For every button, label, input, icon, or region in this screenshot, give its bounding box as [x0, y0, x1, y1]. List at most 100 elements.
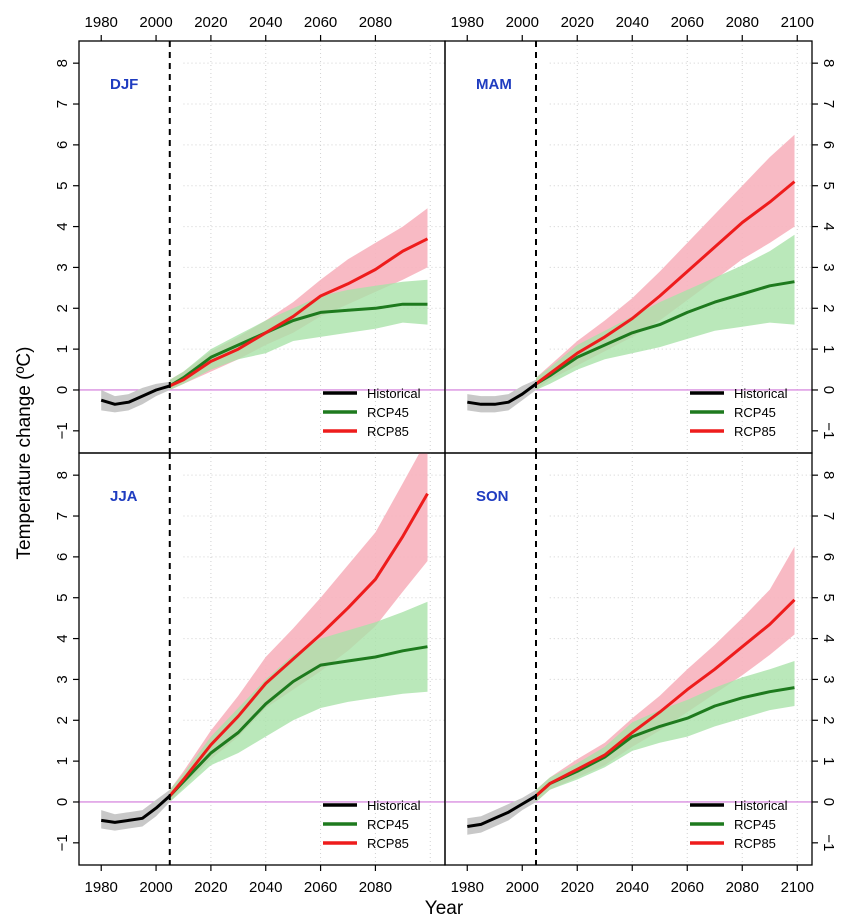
x-tick-label: 2000 [506, 879, 539, 896]
y-tick-label: 4 [54, 222, 71, 230]
x-tick-label: 2020 [561, 879, 594, 896]
historical-line [467, 794, 537, 828]
y-tick-label: 5 [54, 594, 71, 602]
y-tick-label: 4 [820, 222, 837, 230]
y-tick-label: 3 [820, 263, 837, 271]
y-tick-label: 4 [54, 634, 71, 642]
y-tick-label: 1 [54, 345, 71, 353]
y-tick-label: 4 [820, 634, 837, 642]
y-tick-label: 2 [54, 304, 71, 312]
y-tick-label: −1 [54, 422, 71, 439]
y-tick-label: −1 [820, 422, 837, 439]
x-tick-label: 2020 [194, 879, 227, 896]
historical-range-band [467, 379, 536, 413]
y-tick-label: 0 [54, 386, 71, 394]
y-tick-label: 7 [820, 512, 837, 520]
legend-entry: Historical [367, 798, 421, 813]
panel-jja: JJA Historical RCP45 RCP85 [78, 452, 446, 866]
x-tick-label: 1980 [451, 879, 484, 896]
plot-area [79, 41, 445, 453]
y-tick-label: 5 [820, 594, 837, 602]
rcp85-line [535, 598, 796, 798]
legend-entry: RCP85 [734, 836, 776, 851]
rcp45-line [535, 280, 795, 386]
y-tick-label: 7 [54, 100, 71, 108]
legend-entry: RCP85 [367, 836, 409, 851]
x-tick-label: 2060 [304, 879, 337, 896]
rcp45-range-band [169, 279, 428, 390]
y-tick-label: 2 [54, 716, 71, 724]
y-tick-label: 6 [54, 141, 71, 149]
legend-entry: Historical [734, 798, 788, 813]
panel-label: JJA [110, 488, 138, 505]
x-tick-label: 2040 [616, 14, 649, 31]
y-tick-label: 8 [54, 59, 71, 67]
plot-area [445, 41, 812, 453]
panel-son: SON Historical RCP45 RCP85 [444, 452, 813, 866]
plot-area [79, 453, 445, 865]
x-tick-label: 2060 [671, 879, 704, 896]
y-tick-label: 6 [820, 553, 837, 561]
x-tick-label: 2020 [561, 14, 594, 31]
historical-line [100, 384, 171, 406]
panel-label: DJF [110, 76, 138, 93]
y-tick-label: −1 [820, 834, 837, 851]
y-tick-label: 3 [54, 675, 71, 683]
rcp85-range-band [536, 134, 795, 390]
rcp45-range-band [536, 661, 795, 802]
panel-mam: MAM Historical RCP45 RCP85 [444, 40, 813, 454]
y-tick-label: 3 [820, 675, 837, 683]
y-tick-label: 7 [820, 100, 837, 108]
y-tick-label: 2 [820, 304, 837, 312]
x-tick-label: 2080 [726, 879, 759, 896]
x-tick-label: 2060 [304, 14, 337, 31]
x-tick-label: 1980 [85, 879, 118, 896]
x-tick-label: 2100 [781, 879, 814, 896]
historical-range-band [467, 789, 536, 835]
rcp45-line [169, 302, 428, 388]
x-tick-label: 1980 [451, 14, 484, 31]
x-tick-label: 2080 [359, 879, 392, 896]
historical-line [100, 794, 171, 824]
x-tick-label: 2080 [726, 14, 759, 31]
panel-djf: DJF Historical RCP45 RCP85 [78, 40, 446, 454]
x-tick-label: 2040 [249, 14, 282, 31]
y-tick-label: 6 [54, 553, 71, 561]
historical-range-band [101, 789, 170, 831]
y-tick-label: −1 [54, 834, 71, 851]
legend-entry: RCP45 [367, 405, 409, 420]
x-tick-label: 1980 [85, 14, 118, 31]
panel-label: MAM [476, 76, 512, 93]
y-tick-label: 2 [820, 716, 837, 724]
y-axis-title: Temperature change (ºC) [14, 347, 35, 560]
legend-entry: RCP45 [734, 405, 776, 420]
x-tick-label: 2060 [671, 14, 704, 31]
legend-entry: Historical [367, 386, 421, 401]
rcp45-range-band [169, 601, 428, 802]
x-axis-title: Year [425, 898, 464, 919]
historical-range-band [101, 381, 170, 413]
legend-entry: RCP85 [734, 424, 776, 439]
legend-entry: RCP45 [367, 817, 409, 832]
x-tick-label: 2020 [194, 14, 227, 31]
x-tick-label: 2040 [616, 879, 649, 896]
x-tick-label: 2080 [359, 14, 392, 31]
y-tick-label: 5 [820, 182, 837, 190]
panels-group: DJF Historical RCP45 RCP85 MAM Historical RCP4… [78, 40, 813, 866]
legend-entry: RCP45 [734, 817, 776, 832]
rcp85-line [169, 237, 429, 388]
y-tick-label: 1 [820, 345, 837, 353]
x-tick-label: 2040 [249, 879, 282, 896]
rcp45-line [168, 645, 428, 797]
y-tick-label: 0 [820, 386, 837, 394]
rcp85-line [168, 492, 429, 797]
y-tick-label: 8 [820, 471, 837, 479]
x-tick-label: 2100 [781, 14, 814, 31]
rcp45-range-band [536, 234, 795, 390]
historical-line [467, 382, 537, 406]
legend-entry: Historical [734, 386, 788, 401]
y-tick-label: 3 [54, 263, 71, 271]
y-tick-label: 7 [54, 512, 71, 520]
rcp85-line [535, 180, 796, 386]
